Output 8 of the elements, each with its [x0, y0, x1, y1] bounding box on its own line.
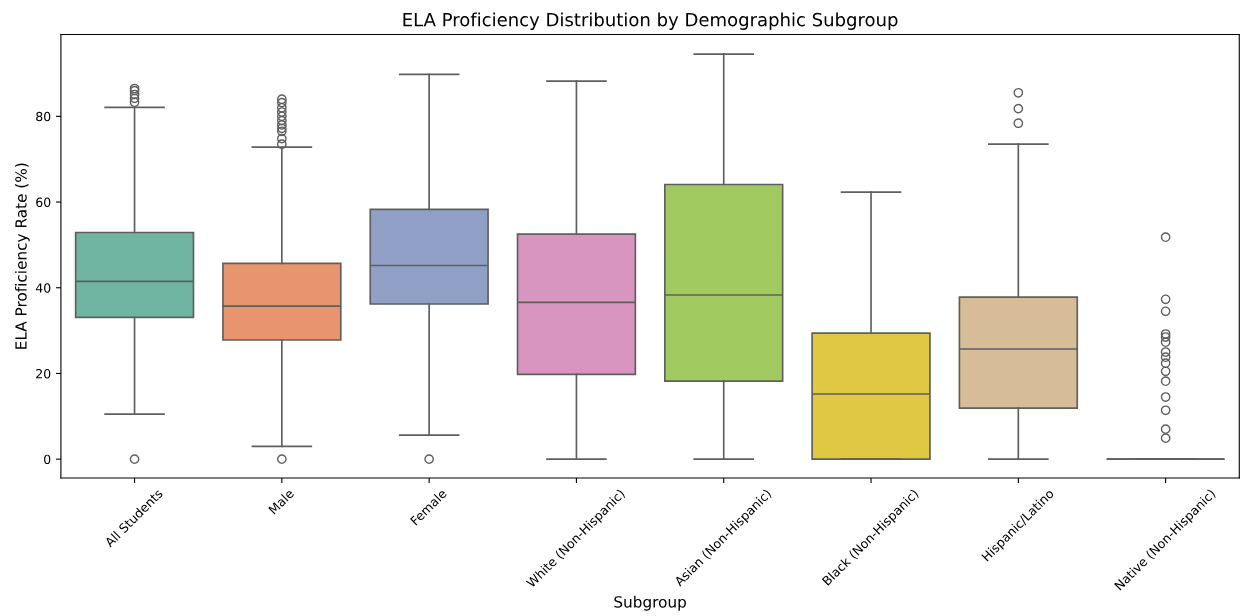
y-axis-title: ELA Proficiency Rate (%): [14, 163, 30, 349]
y-tick-label: 20: [36, 368, 51, 379]
y-tick-label: 60: [36, 197, 51, 207]
y-tick-label: 0: [44, 454, 51, 465]
chart-title: ELA Proficiency Distribution by Demographic Subgroup: [403, 12, 898, 30]
x-axis-title: Subgroup: [614, 595, 686, 611]
y-tick-label: 40: [35, 283, 51, 293]
y-tick-label: 80: [36, 111, 51, 122]
